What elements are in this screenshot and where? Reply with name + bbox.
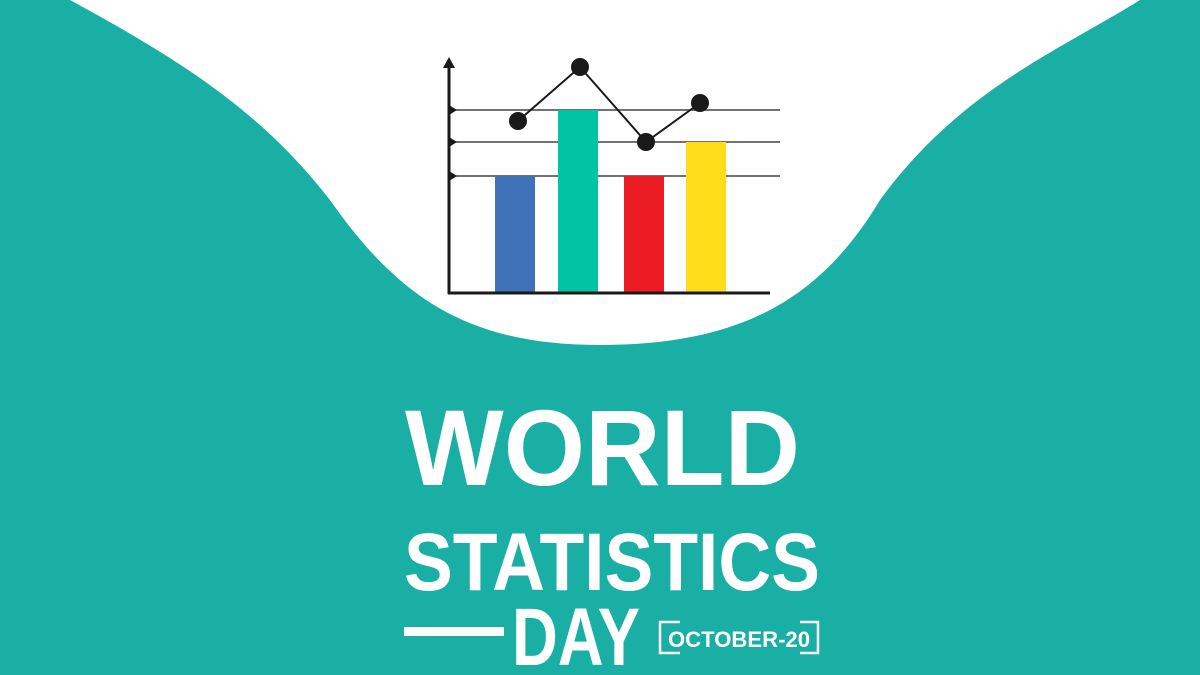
date-frame — [658, 620, 820, 655]
white-wave-panel — [70, 0, 1140, 345]
trend-line — [517, 65, 701, 144]
chart-illustration — [443, 57, 780, 295]
bar-teal — [558, 110, 598, 293]
tick-marker — [449, 171, 457, 181]
tick-marker — [449, 137, 457, 147]
trend-point — [691, 94, 709, 112]
bar-red — [624, 176, 664, 293]
bar-yellow — [686, 142, 726, 293]
title-day: DAY — [512, 592, 640, 675]
dash-line — [404, 627, 504, 636]
y-axis-arrow — [443, 57, 455, 68]
title-world: WORLD — [405, 387, 800, 508]
title-statistics: STATISTICS — [404, 517, 820, 608]
trend-point — [637, 133, 655, 151]
tick-marker — [449, 105, 457, 115]
bar-blue — [495, 176, 535, 293]
date-label: OCTOBER-20 — [668, 627, 810, 652]
trend-point — [509, 112, 527, 130]
trend-point — [571, 58, 589, 76]
